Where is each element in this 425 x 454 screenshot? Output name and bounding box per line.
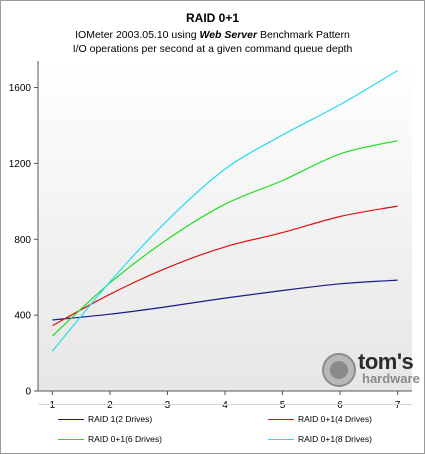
y-tick-label: 400 (14, 311, 31, 322)
legend-label: RAID 0+1(6 Drives) (88, 434, 162, 444)
chart-subtitle: IOMeter 2003.05.10 using Web Server Benc… (0, 29, 425, 41)
x-tick-label: 3 (165, 400, 171, 411)
x-tick-label: 5 (280, 400, 286, 411)
legend-label: RAID 0+1(4 Drives) (298, 414, 372, 424)
legend-swatch (58, 418, 84, 420)
legend-swatch (58, 438, 84, 440)
toms-hardware-logo: tom's hardware (318, 349, 422, 391)
legend-item: RAID 0+1(4 Drives) (268, 413, 372, 425)
series-line-3 (51, 140, 398, 337)
subtitle-suffix: Benchmark Pattern (257, 29, 350, 41)
series-line-2 (52, 205, 398, 327)
chart-title: RAID 0+1 (185, 11, 240, 25)
logo-text-hardware: hardware (362, 371, 420, 386)
plot-area (38, 61, 412, 391)
y-tick-label: 1200 (9, 159, 32, 170)
subtitle-prefix: IOMeter 2003.05.10 using (75, 29, 200, 41)
legend-item: RAID 0+1(8 Drives) (268, 433, 372, 445)
legend-label: RAID 0+1(8 Drives) (298, 434, 372, 444)
x-tick-label: 7 (395, 400, 401, 411)
x-tick-label: 2 (107, 400, 113, 411)
legend-swatch (268, 418, 294, 420)
legend-item: RAID 0+1(6 Drives) (58, 433, 162, 445)
y-tick-label: 800 (14, 235, 31, 246)
legend-label: RAID 1(2 Drives) (88, 414, 153, 424)
legend-item: RAID 1(2 Drives) (58, 413, 152, 425)
y-tick-label: 1600 (9, 83, 32, 94)
x-tick-label: 6 (337, 400, 343, 411)
series-line-4 (51, 69, 398, 352)
logo-text-toms: tom's (358, 349, 414, 374)
y-tick-label: 0 (25, 387, 31, 398)
tomato-logo-icon (322, 353, 356, 387)
chart-subtitle-2: I/O operations per second at a given com… (72, 43, 353, 55)
series-line-1 (52, 279, 398, 321)
legend-swatch (268, 438, 294, 440)
chart-legend: RAID 1(2 Drives) RAID 0+1(4 Drives) RAID 0… (38, 404, 412, 447)
x-tick-label: 1 (50, 400, 56, 411)
subtitle-emphasis: Web Server (199, 29, 258, 41)
x-tick-label: 4 (222, 400, 228, 411)
